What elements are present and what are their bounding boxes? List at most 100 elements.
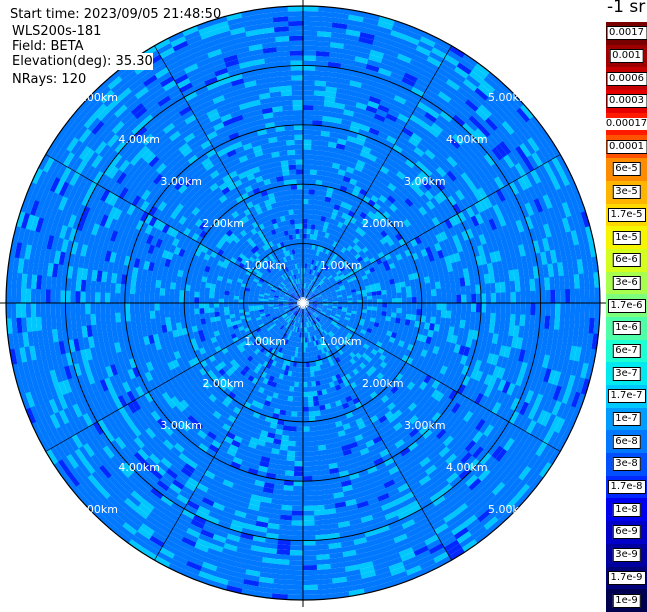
ppi-gate	[387, 303, 392, 308]
ppi-gate	[289, 560, 303, 565]
ppi-gate	[308, 397, 314, 402]
ppi-gate	[377, 295, 382, 300]
ppi-gate	[396, 288, 402, 294]
ppi-gate	[312, 386, 317, 392]
ppi-gate	[431, 310, 437, 318]
ppi-gate	[297, 407, 303, 412]
ppi-gate	[291, 520, 303, 525]
ppi-gate	[314, 190, 321, 196]
ppi-gate	[308, 406, 314, 411]
ppi-gate	[310, 170, 318, 176]
ppi-gate	[302, 555, 316, 560]
ppi-gate	[302, 491, 313, 496]
ppi-gate	[461, 286, 467, 295]
ppi-gate	[303, 135, 312, 140]
ppi-gate	[302, 511, 314, 516]
ppi-gate	[303, 21, 319, 26]
ppi-gate	[303, 36, 318, 41]
ppi-gate	[298, 392, 303, 397]
ppi-gate	[316, 170, 324, 176]
ppi-gate	[580, 303, 585, 319]
ppi-gate	[436, 303, 441, 311]
ppi-gate	[295, 446, 303, 451]
ppi-gate	[299, 377, 303, 382]
ppi-gate	[302, 535, 315, 540]
ppi-gate	[417, 297, 422, 304]
ppi-gate	[376, 291, 381, 296]
ppi-gate	[303, 155, 311, 160]
ppi-gate	[440, 281, 446, 289]
ppi-gate	[299, 362, 303, 367]
ppi-gate	[303, 441, 311, 446]
ppi-gate	[311, 150, 320, 156]
ppi-gate	[303, 397, 308, 402]
ppi-gate	[307, 392, 312, 397]
ppi-gate	[313, 505, 325, 511]
ppi-gate	[290, 525, 303, 530]
ppi-gate	[309, 189, 316, 194]
ppi-gate	[525, 291, 530, 304]
ppi-gate	[307, 219, 312, 224]
ppi-gate	[303, 31, 318, 36]
ppi-gate	[411, 309, 416, 316]
ppi-gate	[501, 292, 506, 303]
ppi-gate	[440, 317, 446, 325]
ppi-gate	[314, 515, 326, 521]
ppi-gate	[451, 311, 457, 320]
ppi-gate	[432, 303, 437, 310]
ppi-gate	[311, 461, 320, 467]
ppi-gate	[362, 303, 367, 307]
ppi-gate	[317, 395, 323, 401]
ppi-gate	[550, 303, 555, 317]
ppi-gate	[303, 189, 309, 194]
ppi-gate	[287, 451, 296, 457]
ppi-gate	[302, 580, 318, 585]
ppi-gate	[303, 471, 313, 476]
ppi-gate	[436, 310, 442, 318]
ppi-gate	[515, 314, 521, 326]
ppi-gate	[302, 545, 316, 550]
ppi-gate	[311, 140, 320, 146]
ppi-gate	[293, 387, 298, 392]
ppi-gate	[302, 525, 315, 530]
ppi-gate	[555, 303, 560, 317]
ppi-gate	[280, 440, 288, 446]
ppi-gate	[545, 290, 550, 304]
ppi-gate	[491, 293, 496, 304]
ppi-gate	[302, 565, 317, 570]
ppi-gate	[456, 295, 461, 304]
ppi-gate	[281, 505, 293, 511]
ppi-gate	[288, 565, 303, 570]
ppi-gate	[295, 436, 303, 441]
ppi-gate	[302, 575, 317, 580]
ppi-gate	[529, 279, 535, 292]
ppi-gate	[392, 293, 397, 298]
ppi-gate	[560, 303, 565, 317]
ppi-gate	[495, 313, 501, 324]
ppi-gate	[303, 150, 311, 155]
ppi-gate	[411, 285, 417, 292]
ppi-gate	[460, 311, 466, 320]
ppi-gate	[303, 407, 309, 412]
ppi-gate	[291, 406, 297, 411]
ppi-gate	[314, 95, 326, 101]
ppi-gate	[303, 476, 313, 481]
ppi-gate	[397, 308, 402, 314]
ppi-gate	[306, 367, 310, 372]
ppi-gate	[397, 293, 402, 299]
ppi-gate	[293, 476, 303, 481]
ppi-gate	[305, 352, 308, 357]
ppi-gate	[540, 290, 545, 303]
ppi-gate	[303, 41, 317, 46]
ppi-gate	[282, 490, 293, 496]
ppi-gate	[377, 307, 382, 312]
ppi-gate	[402, 303, 407, 309]
ppi-gate	[446, 303, 451, 311]
ppi-gate	[303, 209, 308, 214]
ppi-gate	[391, 288, 397, 294]
ppi-gate	[299, 372, 303, 377]
ppi-gate	[465, 312, 471, 321]
ppi-gate	[303, 130, 313, 135]
ppi-gate	[310, 371, 315, 376]
ppi-gate	[282, 495, 293, 501]
